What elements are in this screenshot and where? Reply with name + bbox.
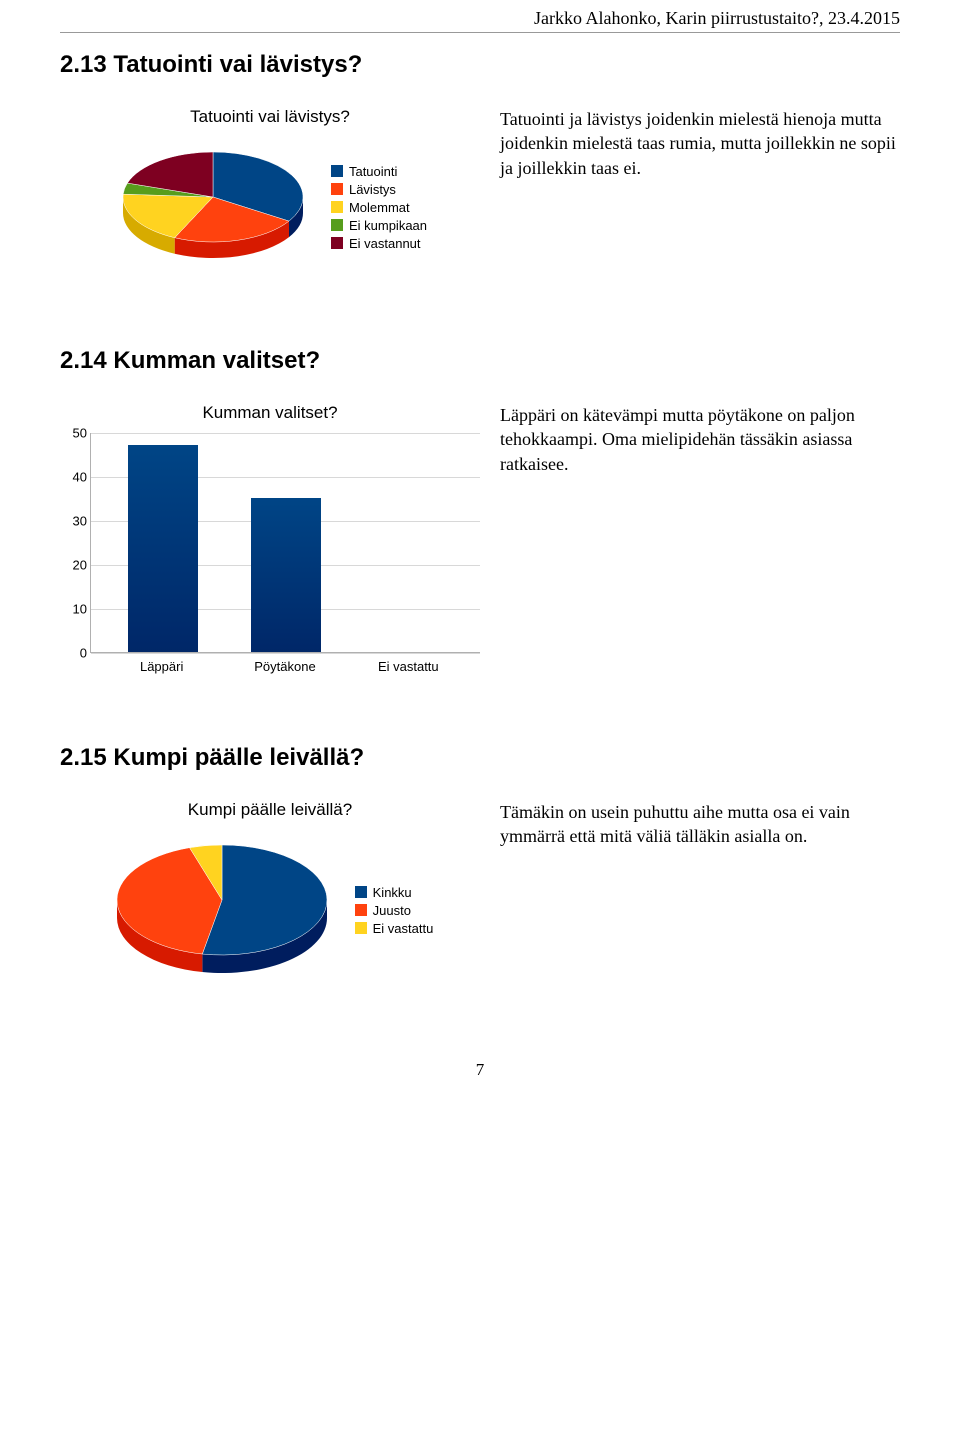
page-number: 7 — [60, 1060, 900, 1080]
legend-label: Juusto — [373, 903, 411, 918]
pie-chart-svg — [113, 137, 313, 277]
legend-item: Ei kumpikaan — [331, 218, 427, 233]
bar-chart-kumman: Kumman valitset? 0 10 20 30 40 50 Läppäri Pöyt… — [60, 403, 480, 674]
legend-swatch — [331, 165, 343, 177]
pie-legend: Tatuointi Lävistys Molemmat Ei kumpikaan… — [331, 161, 427, 254]
x-tick-label: Ei vastattu — [373, 659, 443, 674]
legend-item: Lävistys — [331, 182, 427, 197]
legend-swatch — [331, 237, 343, 249]
legend-swatch — [355, 904, 367, 916]
y-tick-label: 0 — [63, 646, 87, 661]
legend-label: Kinkku — [373, 885, 412, 900]
legend-swatch — [355, 886, 367, 898]
chart-title: Kumman valitset? — [60, 403, 480, 423]
legend-label: Ei vastattu — [373, 921, 434, 936]
x-tick-label: Läppäri — [127, 659, 197, 674]
legend-swatch — [331, 219, 343, 231]
bar — [128, 445, 198, 652]
legend-item: Juusto — [355, 903, 434, 918]
legend-item: Molemmat — [331, 200, 427, 215]
pie-chart-leivalla: Kumpi päälle leivällä? Kinkku Juusto Ei … — [60, 800, 480, 990]
pie-chart-tatuointi: Tatuointi vai lävistys? Tatuointi Lävist… — [60, 107, 480, 277]
section-body-text: Tatuointi ja lävistys joidenkin mielestä… — [480, 107, 900, 180]
section-title-215: 2.15 Kumpi päälle leivällä? — [60, 744, 900, 772]
legend-item: Kinkku — [355, 885, 434, 900]
bar — [251, 498, 321, 652]
legend-swatch — [331, 183, 343, 195]
legend-item: Tatuointi — [331, 164, 427, 179]
legend-item: Ei vastannut — [331, 236, 427, 251]
legend-swatch — [355, 922, 367, 934]
section-title-214: 2.14 Kumman valitset? — [60, 347, 900, 375]
x-tick-label: Pöytäkone — [250, 659, 320, 674]
section-body-text: Tämäkin on usein puhuttu aihe mutta osa … — [480, 800, 900, 849]
legend-label: Tatuointi — [349, 164, 397, 179]
running-header: Jarkko Alahonko, Karin piirrustustaito?,… — [60, 0, 900, 33]
legend-item: Ei vastattu — [355, 921, 434, 936]
y-tick-label: 20 — [63, 558, 87, 573]
y-tick-label: 50 — [63, 426, 87, 441]
chart-title: Tatuointi vai lävistys? — [60, 107, 480, 127]
legend-label: Ei kumpikaan — [349, 218, 427, 233]
pie-chart-svg — [107, 830, 337, 990]
pie-legend: Kinkku Juusto Ei vastattu — [355, 882, 434, 939]
section-body-text: Läppäri on kätevämpi mutta pöytäkone on … — [480, 403, 900, 476]
y-tick-label: 10 — [63, 602, 87, 617]
legend-label: Ei vastannut — [349, 236, 421, 251]
chart-title: Kumpi päälle leivällä? — [60, 800, 480, 820]
y-tick-label: 30 — [63, 514, 87, 529]
legend-swatch — [331, 201, 343, 213]
legend-label: Lävistys — [349, 182, 396, 197]
legend-label: Molemmat — [349, 200, 410, 215]
y-tick-label: 40 — [63, 470, 87, 485]
section-title-213: 2.13 Tatuointi vai lävistys? — [60, 51, 900, 79]
